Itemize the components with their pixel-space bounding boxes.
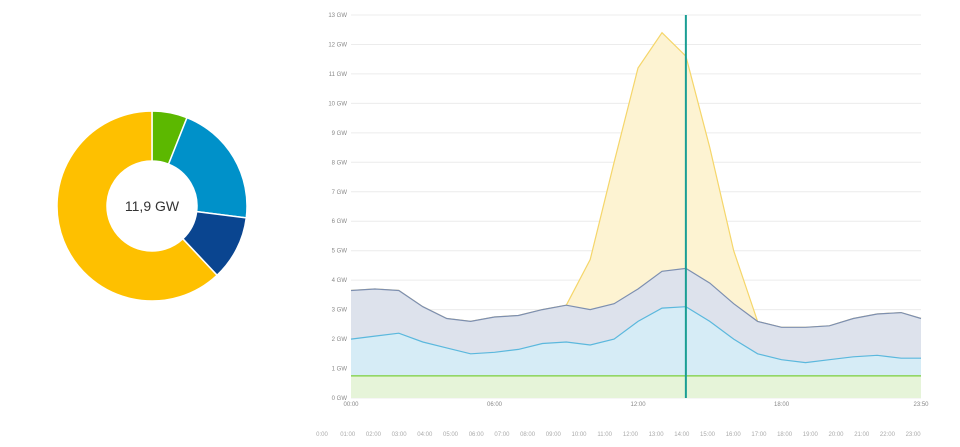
timeline-slider[interactable]: 0:00 01:00 02:00 03:00 04:00 05:00 06:00 07:00 0… xyxy=(316,432,921,438)
timeline-hour[interactable]: 06:00 xyxy=(469,432,485,438)
x-tick-label: 23:50 xyxy=(913,402,929,408)
timeline-hour[interactable]: 03:00 xyxy=(392,432,408,438)
y-tick-label: 13 GW xyxy=(328,13,347,19)
donut-slice-yellow[interactable] xyxy=(56,110,219,302)
timeline-hour[interactable]: 23:00 xyxy=(906,432,922,438)
y-tick-label: 5 GW xyxy=(332,249,348,255)
timeline-hour[interactable]: 08:00 xyxy=(520,432,536,438)
x-tick-label: 18:00 xyxy=(774,402,790,408)
y-tick-label: 12 GW xyxy=(328,42,347,48)
timeline-hour[interactable]: 22:00 xyxy=(880,432,896,438)
timeline-hour[interactable]: 02:00 xyxy=(366,432,382,438)
y-tick-label: 11 GW xyxy=(329,72,348,78)
timeline-hour[interactable]: 05:00 xyxy=(443,432,459,438)
timeline-hour[interactable]: 18:00 xyxy=(777,432,793,438)
x-tick-label: 00:00 xyxy=(343,402,359,408)
timeline-hour[interactable]: 15:00 xyxy=(700,432,716,438)
timeline-hour[interactable]: 0:00 xyxy=(316,432,328,438)
x-tick-label: 06:00 xyxy=(487,402,503,408)
y-tick-label: 7 GW xyxy=(332,190,348,196)
line-blue xyxy=(350,306,921,364)
timeline-hour[interactable]: 17:00 xyxy=(751,432,767,438)
area-blue xyxy=(351,306,921,398)
timeline-hour[interactable]: 21:00 xyxy=(854,432,870,438)
area-green xyxy=(351,375,921,398)
timeline-hour[interactable]: 12:00 xyxy=(623,432,639,438)
y-tick-label: 2 GW xyxy=(332,337,348,343)
y-tick-label: 3 GW xyxy=(332,308,348,314)
timeline-hour[interactable]: 04:00 xyxy=(417,432,433,438)
y-tick-label: 8 GW xyxy=(332,160,348,166)
timeline-hour[interactable]: 01:00 xyxy=(340,432,356,438)
timeline-hour[interactable]: 13:00 xyxy=(649,432,665,438)
timeline-hour[interactable]: 07:00 xyxy=(494,432,510,438)
donut-chart[interactable] xyxy=(56,110,248,302)
y-tick-label: 6 GW xyxy=(332,219,348,225)
y-tick-label: 9 GW xyxy=(332,131,348,137)
timeline-hour[interactable]: 11:00 xyxy=(597,432,612,438)
donut-slice-blue[interactable] xyxy=(167,116,248,219)
y-tick-label: 0 GW xyxy=(332,396,348,402)
y-tick-label: 4 GW xyxy=(332,278,348,284)
timeline-hour[interactable]: 20:00 xyxy=(828,432,844,438)
timeline-hour[interactable]: 16:00 xyxy=(726,432,742,438)
y-tick-label: 1 GW xyxy=(332,367,348,373)
timeline-hour[interactable]: 10:00 xyxy=(571,432,587,438)
timeline-hour[interactable]: 19:00 xyxy=(803,432,819,438)
line-navy xyxy=(350,267,922,328)
timeline-hour[interactable]: 14:00 xyxy=(674,432,690,438)
timeline-hour[interactable]: 09:00 xyxy=(546,432,562,438)
x-tick-label: 12:00 xyxy=(631,402,647,408)
area-chart[interactable]: 0 GW 1 GW 2 GW 3 GW 4 GW 5 GW 6 GW 7 GW 8 GW 9 GW… xyxy=(328,13,929,408)
area-yellow xyxy=(351,32,921,398)
donut-total-label: 11,9 GW xyxy=(125,198,180,214)
y-tick-label: 10 GW xyxy=(328,101,347,107)
